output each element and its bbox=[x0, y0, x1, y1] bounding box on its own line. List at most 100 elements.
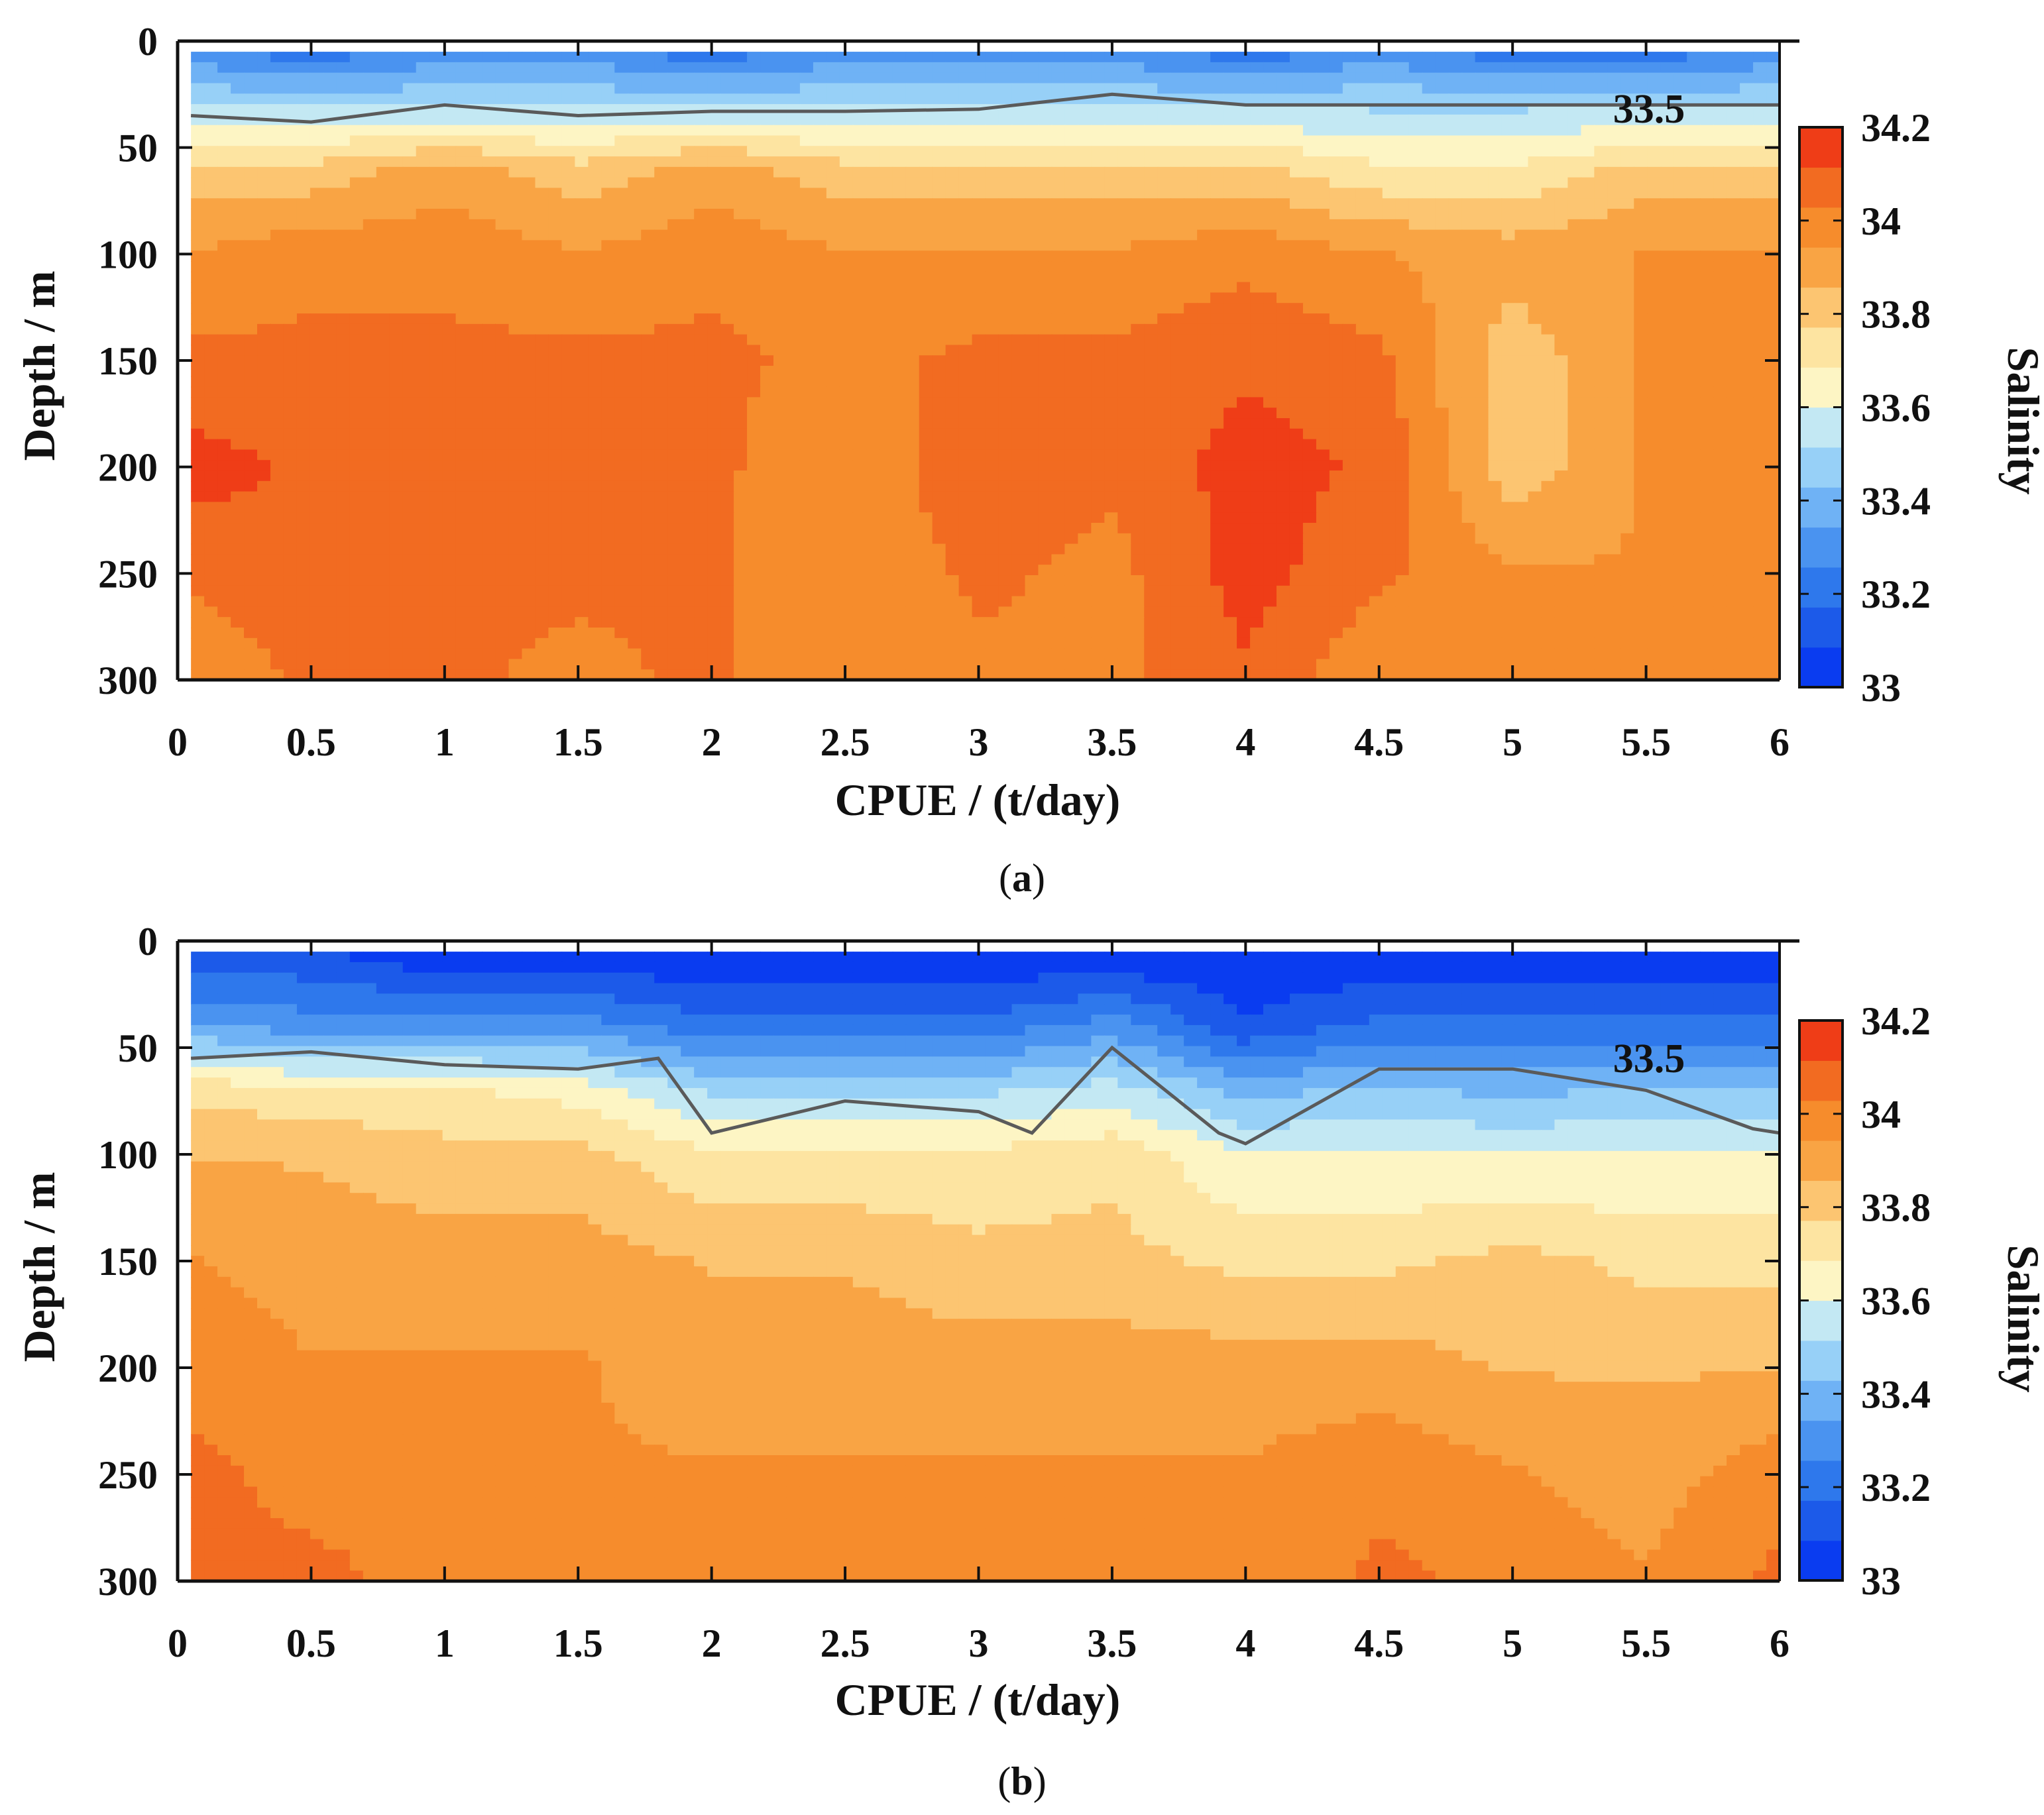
salinity-cell bbox=[1647, 282, 1662, 294]
salinity-cell bbox=[919, 52, 933, 63]
salinity-cell bbox=[1078, 428, 1092, 440]
salinity-cell bbox=[998, 219, 1013, 231]
salinity-cell bbox=[296, 366, 311, 377]
salinity-cell bbox=[1514, 397, 1529, 409]
salinity-cell bbox=[376, 271, 390, 283]
salinity-cell bbox=[1581, 62, 1595, 74]
salinity-cell bbox=[1448, 428, 1463, 440]
salinity-cell bbox=[548, 313, 563, 325]
salinity-cell bbox=[1753, 428, 1767, 440]
salinity-cell bbox=[231, 83, 245, 95]
salinity-cell bbox=[575, 166, 589, 178]
salinity-cell bbox=[1594, 229, 1609, 241]
salinity-cell bbox=[1607, 62, 1622, 74]
salinity-cell bbox=[1263, 188, 1277, 199]
salinity-cell bbox=[985, 439, 999, 451]
salinity-cell bbox=[734, 114, 748, 126]
salinity-cell bbox=[1117, 156, 1132, 168]
salinity-cell bbox=[1051, 198, 1066, 209]
salinity-cell bbox=[972, 480, 986, 492]
salinity-cell bbox=[1647, 355, 1662, 366]
salinity-cell bbox=[892, 135, 907, 147]
salinity-cell bbox=[667, 386, 681, 398]
salinity-cell bbox=[998, 146, 1013, 157]
salinity-cell bbox=[1276, 62, 1290, 74]
salinity-cell bbox=[1104, 188, 1119, 199]
salinity-cell bbox=[1594, 292, 1609, 304]
salinity-cell bbox=[1064, 428, 1079, 440]
salinity-cell bbox=[654, 83, 668, 95]
salinity-cell bbox=[535, 93, 549, 105]
salinity-cell bbox=[1038, 386, 1052, 398]
salinity-cell bbox=[244, 83, 258, 95]
salinity-cell bbox=[985, 240, 999, 252]
salinity-cell bbox=[1448, 125, 1463, 137]
salinity-cell bbox=[389, 282, 404, 294]
salinity-cell bbox=[1302, 428, 1317, 440]
salinity-cell bbox=[1634, 397, 1648, 409]
salinity-cell bbox=[376, 366, 390, 377]
salinity-cell bbox=[1223, 219, 1237, 231]
salinity-cell bbox=[416, 250, 430, 262]
salinity-cell bbox=[244, 386, 258, 398]
salinity-cell bbox=[469, 209, 483, 220]
salinity-cell bbox=[1210, 345, 1224, 357]
salinity-cell bbox=[958, 188, 973, 199]
salinity-cell bbox=[681, 52, 695, 63]
salinity-cell bbox=[760, 303, 774, 314]
salinity-cell bbox=[852, 177, 867, 189]
salinity-cell bbox=[1157, 428, 1171, 440]
salinity-cell bbox=[1223, 376, 1237, 388]
salinity-cell bbox=[1011, 114, 1026, 126]
salinity-cell bbox=[1157, 460, 1171, 471]
salinity-cell bbox=[1740, 188, 1754, 199]
salinity-cell bbox=[760, 146, 774, 157]
salinity-cell bbox=[416, 428, 430, 440]
salinity-cell bbox=[985, 292, 999, 304]
salinity-cell bbox=[522, 470, 536, 482]
salinity-cell bbox=[1064, 282, 1079, 294]
salinity-cell bbox=[482, 470, 496, 482]
salinity-cell bbox=[402, 219, 417, 231]
salinity-cell bbox=[1766, 376, 1780, 388]
salinity-cell bbox=[1435, 282, 1449, 294]
salinity-cell bbox=[1634, 125, 1648, 137]
salinity-cell bbox=[1157, 418, 1171, 429]
salinity-cell bbox=[998, 93, 1013, 105]
salinity-cell bbox=[1740, 292, 1754, 304]
salinity-cell bbox=[535, 146, 549, 157]
salinity-cell bbox=[1157, 198, 1171, 209]
salinity-cell bbox=[231, 135, 245, 147]
salinity-cell bbox=[257, 282, 271, 294]
salinity-cell bbox=[919, 408, 933, 419]
salinity-cell bbox=[561, 460, 576, 471]
salinity-cell bbox=[1607, 313, 1622, 325]
salinity-cell bbox=[1660, 135, 1675, 147]
salinity-cell bbox=[416, 52, 430, 63]
salinity-cell bbox=[641, 418, 655, 429]
salinity-cell bbox=[482, 345, 496, 357]
salinity-cell bbox=[575, 250, 589, 262]
salinity-cell bbox=[310, 229, 324, 241]
salinity-cell bbox=[1078, 229, 1092, 241]
salinity-cell bbox=[1766, 83, 1780, 95]
salinity-cell bbox=[1740, 386, 1754, 398]
salinity-cell bbox=[416, 135, 430, 147]
salinity-cell bbox=[799, 460, 814, 471]
salinity-cell bbox=[958, 261, 973, 272]
salinity-cell bbox=[376, 261, 390, 272]
salinity-cell bbox=[972, 229, 986, 241]
salinity-cell bbox=[1144, 282, 1159, 294]
salinity-cell bbox=[1408, 177, 1423, 189]
salinity-cell bbox=[1276, 146, 1290, 157]
salinity-cell bbox=[257, 93, 271, 105]
salinity-cell bbox=[1329, 470, 1343, 482]
salinity-cell bbox=[1064, 209, 1079, 220]
salinity-cell bbox=[747, 292, 761, 304]
salinity-cell bbox=[747, 261, 761, 272]
salinity-cell bbox=[773, 313, 787, 325]
salinity-cell bbox=[1422, 250, 1436, 262]
salinity-cell bbox=[1660, 177, 1675, 189]
salinity-cell bbox=[601, 334, 616, 346]
salinity-cell bbox=[1302, 166, 1317, 178]
